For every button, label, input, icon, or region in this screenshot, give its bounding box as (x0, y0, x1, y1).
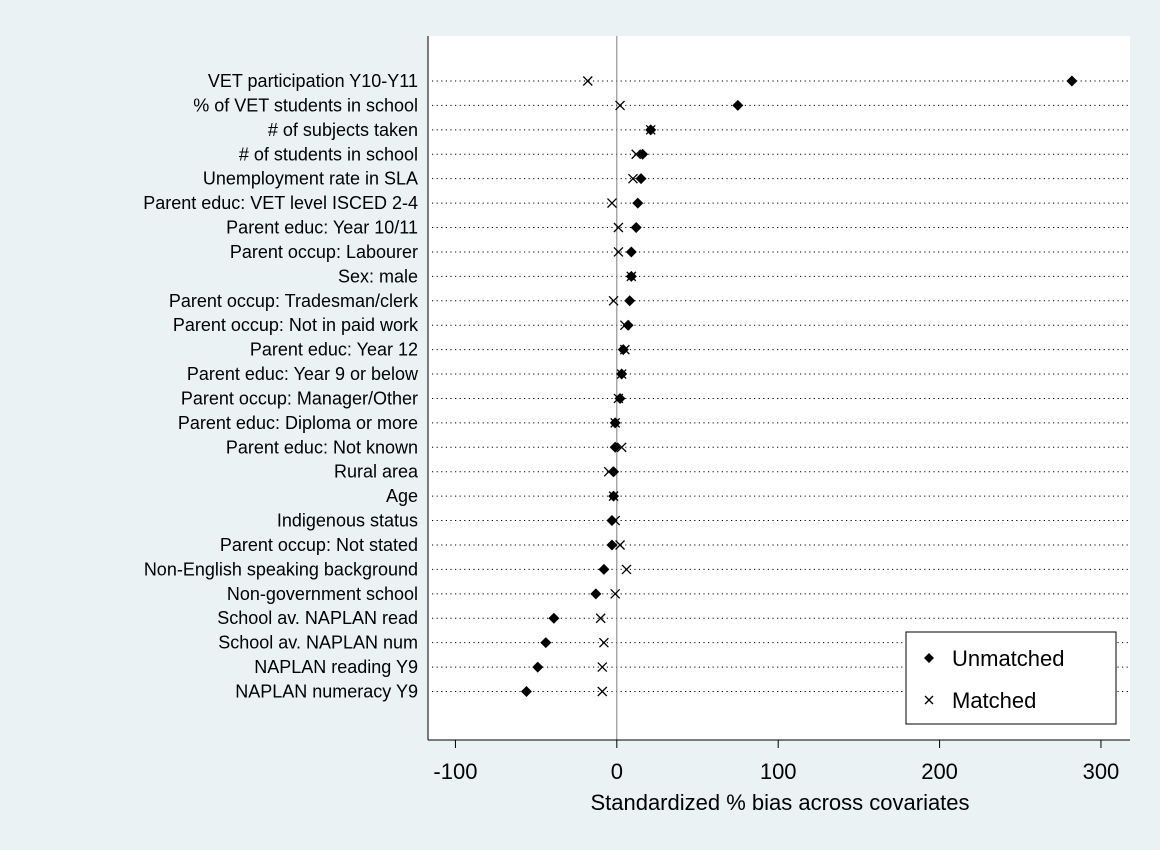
unmatched-point (616, 368, 628, 380)
covariate-label: Parent occup: Not stated (220, 535, 418, 555)
covariate-label: Parent occup: Labourer (230, 242, 418, 262)
unmatched-point (622, 319, 634, 331)
covariate-label: Parent educ: VET level ISCED 2-4 (143, 193, 418, 213)
matched-point (616, 442, 627, 453)
covariate-label: Sex: male (338, 266, 418, 286)
unmatched-point (645, 124, 657, 136)
unmatched-point (625, 270, 637, 282)
x-axis-title: Standardized % bias across covariates (590, 790, 969, 815)
unmatched-point (624, 295, 636, 307)
covariate-label: NAPLAN reading Y9 (254, 657, 418, 677)
unmatched-point (1066, 75, 1078, 87)
unmatched-point (540, 637, 552, 649)
covariate-label: # of subjects taken (268, 120, 418, 140)
covariate-label: % of VET students in school (193, 95, 418, 115)
unmatched-point (625, 246, 637, 258)
legend: Unmatched Matched (905, 631, 1117, 725)
covariate-label: NAPLAN numeracy Y9 (235, 682, 418, 702)
matched-point (627, 173, 638, 184)
covariate-label: Parent educ: Year 12 (250, 340, 418, 360)
covariate-label: Parent occup: Manager/Other (181, 388, 418, 408)
legend-unmatched-label: Unmatched (952, 646, 1065, 671)
covariate-label: Non-government school (227, 584, 418, 604)
plot-area (428, 36, 1130, 740)
covariate-label: Parent occup: Not in paid work (173, 315, 419, 335)
unmatched-point (548, 612, 560, 624)
matched-point (598, 637, 609, 648)
covariate-label: Parent educ: Year 9 or below (187, 364, 419, 384)
unmatched-point (617, 344, 629, 356)
matched-point (595, 613, 606, 624)
legend-matched-label: Matched (952, 688, 1036, 713)
matched-point (615, 540, 626, 550)
covariate-label: Parent educ: Diploma or more (178, 413, 418, 433)
matched-point (608, 295, 619, 306)
matched-point (631, 149, 642, 160)
unmatched-point (614, 392, 626, 404)
covariate-label: Indigenous status (277, 511, 418, 531)
x-tick-label: 200 (921, 759, 958, 784)
matched-point (607, 198, 617, 209)
unmatched-point (606, 515, 618, 527)
unmatched-point (608, 466, 620, 478)
matched-point (613, 246, 624, 257)
covariate-label: # of students in school (239, 144, 418, 164)
unmatched-point (608, 490, 620, 502)
matched-point (613, 222, 624, 233)
unmatched-point (609, 417, 621, 429)
unmatched-point (606, 539, 618, 551)
matched-point (582, 76, 593, 86)
matched-point (597, 686, 608, 697)
x-tick-label: 300 (1083, 759, 1120, 784)
unmatched-point (630, 222, 642, 234)
covariate-label: Non-English speaking background (144, 559, 418, 579)
covariate-label: Age (386, 486, 418, 506)
unmatched-point (732, 99, 744, 111)
covariate-label: School av. NAPLAN read (217, 608, 418, 628)
x-tick-label: 0 (611, 759, 623, 784)
legend-box (905, 631, 1117, 725)
unmatched-point (632, 197, 644, 209)
x-tick-label: -100 (433, 759, 477, 784)
covariate-label: Parent occup: Tradesman/clerk (169, 291, 419, 311)
covariate-label: Rural area (334, 462, 419, 482)
unmatched-point (609, 441, 621, 453)
covariate-label: Unemployment rate in SLA (203, 169, 418, 189)
matched-point (610, 588, 621, 599)
matched-point (615, 100, 626, 111)
x-tick-label: 100 (760, 759, 797, 784)
unmatched-point (520, 686, 532, 697)
legend-unmatched-marker (924, 653, 934, 663)
unmatched-point (590, 588, 602, 600)
unmatched-point (532, 661, 544, 673)
matched-point (621, 564, 632, 575)
covariate-label: School av. NAPLAN num (218, 633, 418, 653)
matched-point (597, 662, 608, 673)
covariate-label: VET participation Y10-Y11 (208, 71, 418, 91)
covariate-label: Parent educ: Year 10/11 (226, 218, 418, 238)
unmatched-point (637, 148, 649, 160)
unmatched-point (598, 563, 610, 575)
unmatched-point (635, 173, 647, 185)
legend-matched-marker (924, 695, 934, 705)
covariate-label: Parent educ: Not known (226, 437, 418, 457)
